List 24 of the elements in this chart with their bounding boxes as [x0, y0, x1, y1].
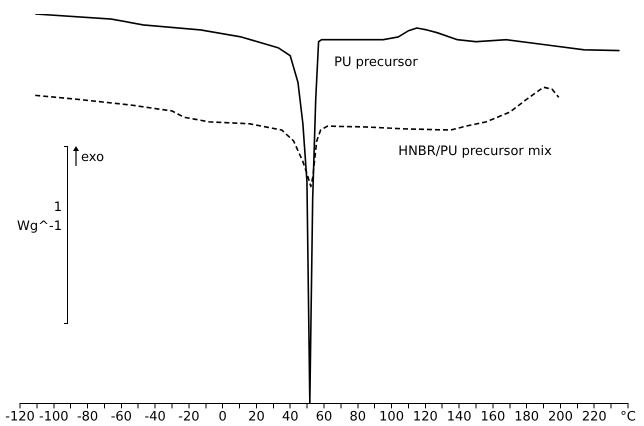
x-tick-label: 180: [514, 410, 540, 425]
x-tick-label: °C: [620, 410, 636, 425]
x-tick-label: -80: [76, 410, 98, 425]
x-tick-label: 160: [480, 410, 506, 425]
x-tick-label: 40: [282, 410, 298, 425]
x-tick-label: 20: [248, 410, 265, 425]
x-tick-label: 60: [316, 410, 332, 425]
annotation: exo: [81, 150, 104, 165]
x-tick-label: -120: [5, 410, 35, 425]
x-tick-label: -100: [39, 410, 69, 425]
x-tick-label: 0: [218, 410, 227, 425]
annotation: Wg^-1: [17, 219, 62, 234]
x-tick-label: -20: [178, 410, 200, 425]
series-label: PU precursor: [334, 55, 418, 70]
x-tick-label: 100: [379, 410, 404, 425]
x-tick-label: 120: [412, 410, 438, 425]
x-tick-label: -40: [144, 410, 166, 425]
x-tick-label: 220: [582, 410, 607, 425]
annotation: 1: [54, 200, 62, 215]
x-tick-label: 200: [548, 410, 573, 425]
series-label: HNBR/PU precursor mix: [398, 144, 552, 160]
x-tick-label: 80: [350, 410, 366, 425]
x-tick-label: 140: [446, 410, 472, 425]
x-tick-label: -60: [110, 410, 132, 425]
